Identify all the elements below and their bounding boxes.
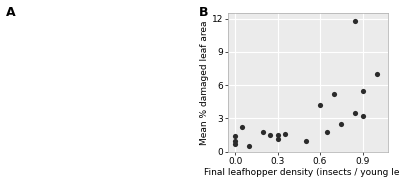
Point (274, 134, 281, 137)
Point (352, 19, 359, 22)
Point (260, 130, 266, 133)
Point (324, 130, 330, 133)
Text: B: B (199, 6, 209, 19)
Point (232, 142, 238, 145)
Point (331, 92, 337, 95)
Point (232, 135, 238, 138)
Point (303, 139, 309, 142)
Point (246, 145, 252, 148)
Point (359, 89, 366, 92)
Point (352, 111, 359, 114)
Point (359, 115, 366, 118)
X-axis label: Final leafhopper density (insects / young leaf): Final leafhopper density (insects / youn… (204, 168, 400, 177)
Text: A: A (6, 6, 16, 18)
Point (267, 134, 274, 137)
Point (317, 104, 323, 107)
Y-axis label: Mean % damaged leaf area: Mean % damaged leaf area (200, 20, 209, 144)
Point (274, 138, 281, 141)
Point (374, 73, 380, 75)
Point (338, 122, 344, 125)
Point (232, 139, 238, 142)
Point (239, 126, 245, 129)
Point (282, 132, 288, 135)
